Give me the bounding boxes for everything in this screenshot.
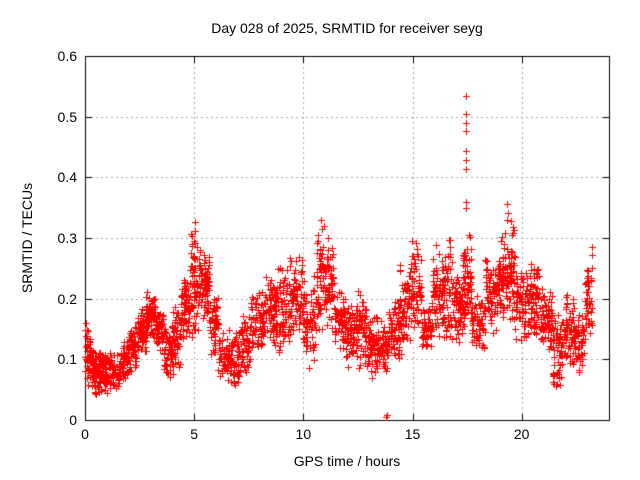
- x-tick-label: 20: [513, 426, 530, 442]
- x-tick-label: 5: [190, 426, 199, 442]
- x-axis-label: GPS time / hours: [293, 453, 401, 469]
- y-tick-label: 0: [69, 412, 77, 428]
- chart-title: Day 028 of 2025, SRMTID for receiver sey…: [211, 20, 483, 36]
- x-tick-label: 0: [81, 426, 89, 442]
- x-tick-label: 10: [295, 426, 312, 442]
- x-tick-label: 15: [404, 426, 421, 442]
- y-tick-label: 0.3: [57, 230, 77, 246]
- y-tick-label: 0.6: [57, 48, 77, 64]
- y-tick-label: 0.2: [57, 290, 77, 307]
- y-tick-label: 0.1: [57, 351, 77, 368]
- y-tick-label: 0.4: [57, 169, 77, 186]
- y-tick-label: 0.5: [57, 108, 77, 125]
